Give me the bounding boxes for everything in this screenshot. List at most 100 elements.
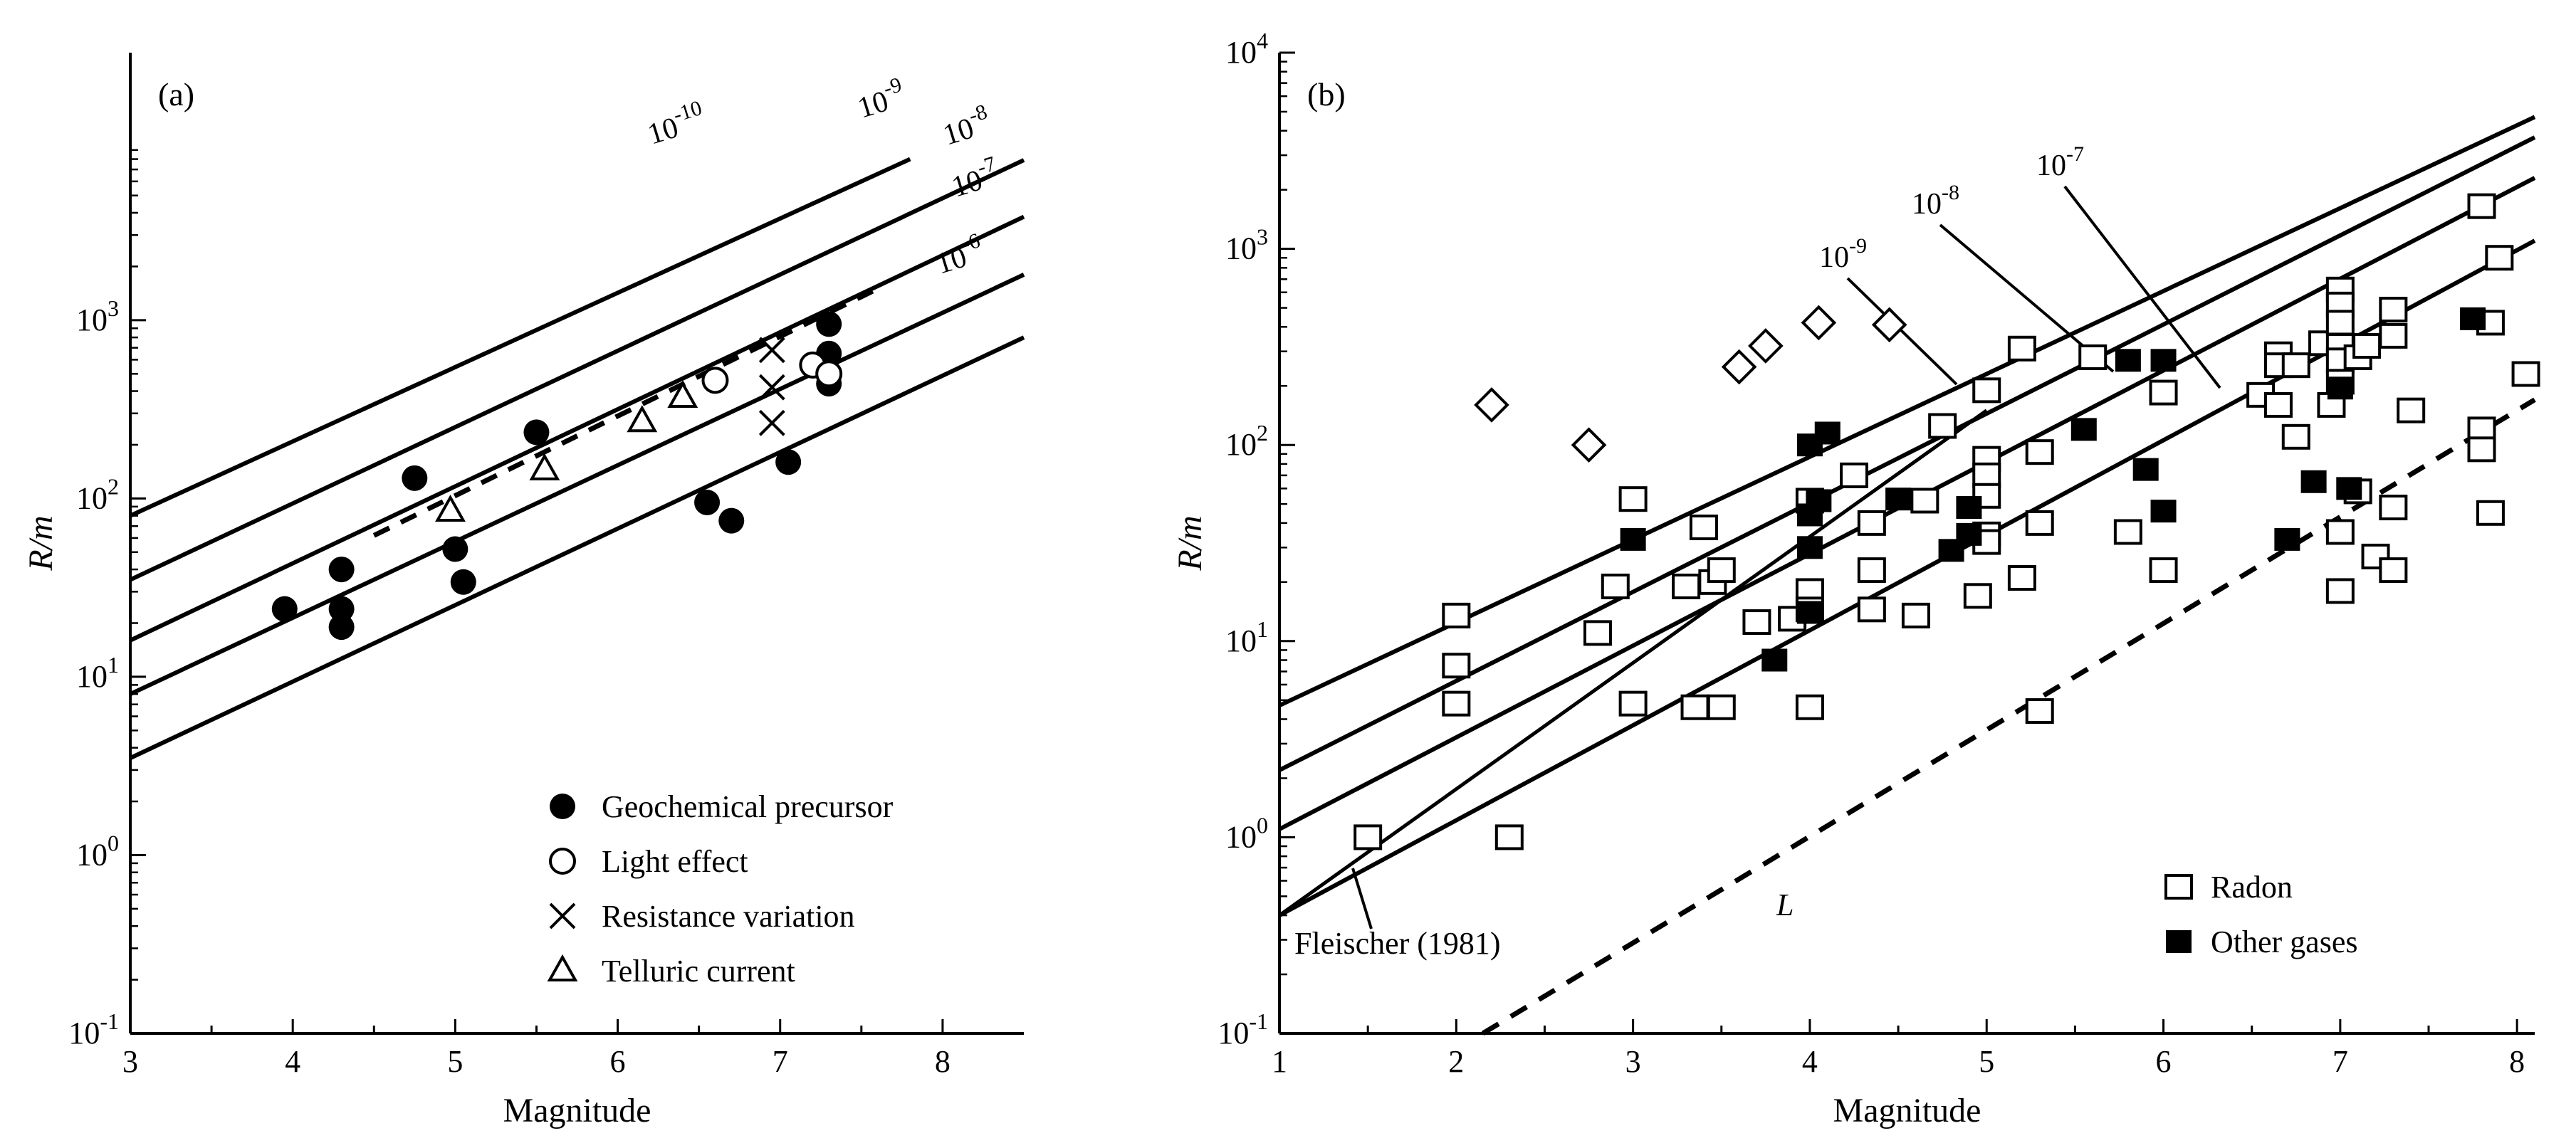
y-axis-label: R/m xyxy=(1171,515,1209,571)
data-point-radon xyxy=(2281,352,2310,379)
legend-marker xyxy=(550,794,575,819)
data-point-geochemical-precursor xyxy=(450,569,476,595)
iso-line-label: 10-9 xyxy=(1819,234,1867,274)
y-tick-label: 101 xyxy=(1225,616,1268,658)
data-point-geochemical-precursor xyxy=(328,596,355,622)
legend-label: Light effect xyxy=(602,844,748,879)
data-point-other-gases xyxy=(2150,500,2177,523)
data-point-diamond xyxy=(1474,387,1509,423)
data-point-radon xyxy=(2149,557,2178,584)
iso-line xyxy=(129,273,1025,696)
x-tick-label: 5 xyxy=(1979,1044,1994,1079)
y-axis-label: R/m xyxy=(22,515,60,571)
data-point-diamond xyxy=(1801,305,1837,341)
data-point-radon xyxy=(1680,694,1710,720)
data-point-radon xyxy=(2352,332,2382,359)
data-point-radon xyxy=(2078,344,2108,370)
y-tick-label: 100 xyxy=(76,830,119,872)
panel-label: (a) xyxy=(158,76,194,112)
data-point-radon xyxy=(1707,694,1736,720)
iso-line xyxy=(1278,135,2536,772)
data-point-radon xyxy=(2149,379,2178,406)
data-point-telluric-current xyxy=(667,380,698,409)
data-point-other-gases xyxy=(1761,648,1788,672)
y-tick-label: 100 xyxy=(1225,812,1268,854)
data-point-other-gases xyxy=(1620,527,1646,551)
x-tick-label: 5 xyxy=(447,1044,463,1079)
data-point-radon xyxy=(2397,397,2426,423)
data-point-radon xyxy=(1494,824,1524,850)
x-tick-label: 4 xyxy=(1802,1044,1818,1079)
legend-marker xyxy=(2166,930,2192,953)
data-point-radon xyxy=(2467,193,2496,219)
data-point-geochemical-precursor xyxy=(271,596,298,622)
data-point-radon xyxy=(1742,609,1771,636)
legend-marker xyxy=(2164,874,2193,900)
y-tick-label: 102 xyxy=(76,473,119,515)
x-tick-label: 4 xyxy=(285,1044,300,1079)
data-point-other-gases xyxy=(1796,536,1823,559)
data-point-radon xyxy=(1672,573,1701,599)
x-tick-label: 8 xyxy=(2509,1044,2525,1079)
legend-label: Geochemical precursor xyxy=(602,789,894,824)
legend-marker xyxy=(549,848,576,875)
data-point-radon xyxy=(1928,413,1957,439)
data-point-radon xyxy=(2263,391,2293,418)
chart-panel-a: 3 4 5 6 7 8 10-1 100 101 102 103 Magnitude R/m (a) 10-… xyxy=(22,53,1025,1129)
data-point-resistance-variation xyxy=(758,337,785,364)
data-point-other-gases xyxy=(2150,349,2177,372)
y-tick-label: 101 xyxy=(76,652,119,694)
x-tick-label: 2 xyxy=(1448,1044,1464,1079)
data-point-radon xyxy=(2025,510,2054,536)
data-point-radon xyxy=(2007,564,2036,591)
chart-panel-b: 1 2 3 4 5 6 7 8 10-1 100 101 102 103 104 Magnitude R/m (… xyxy=(1171,28,2540,1129)
iso-line xyxy=(129,335,1025,760)
data-point-radon xyxy=(2511,361,2540,387)
data-point-radon xyxy=(2281,423,2310,450)
data-point-other-gases xyxy=(2327,376,2353,400)
trend-line xyxy=(372,286,879,538)
iso-line xyxy=(1278,115,2536,707)
reference-curve xyxy=(1278,409,1988,917)
x-tick-label: 6 xyxy=(2156,1044,2172,1079)
legend-label: Resistance variation xyxy=(602,899,855,934)
data-point-radon xyxy=(2113,519,2142,545)
data-point-other-gases xyxy=(2460,307,2486,330)
data-point-geochemical-precursor xyxy=(775,449,802,475)
x-tick-label: 1 xyxy=(1272,1044,1287,1079)
y-tick-label: 10-1 xyxy=(68,1008,119,1050)
data-point-radon xyxy=(1972,483,2001,509)
data-point-other-gases xyxy=(1956,522,1982,546)
x-tick-label: 8 xyxy=(935,1044,951,1079)
data-point-radon xyxy=(2325,310,2355,336)
data-point-other-gases xyxy=(1796,601,1823,624)
y-tick-label: 10-1 xyxy=(1218,1008,1268,1050)
iso-line xyxy=(129,214,1025,643)
x-axis-label: Magnitude xyxy=(503,1092,651,1129)
data-point-diamond xyxy=(1871,307,1907,343)
data-point-resistance-variation xyxy=(758,374,785,401)
data-point-radon xyxy=(1857,596,1886,623)
data-point-radon xyxy=(2379,495,2408,521)
x-tick-label: 7 xyxy=(2332,1044,2348,1079)
data-point-radon xyxy=(1442,653,1471,679)
data-point-radon xyxy=(1583,620,1612,646)
iso-line-label: 10-8 xyxy=(1912,181,1959,221)
data-point-radon xyxy=(1618,690,1648,717)
data-point-radon xyxy=(1840,462,1869,488)
iso-line-leader xyxy=(1846,277,1958,386)
data-point-radon xyxy=(1689,515,1718,541)
iso-line-label: 10-10 xyxy=(642,96,710,152)
reference-curve xyxy=(1481,397,2536,1036)
x-tick-label: 6 xyxy=(610,1044,626,1079)
data-point-radon xyxy=(1618,486,1648,512)
data-point-resistance-variation xyxy=(758,409,785,436)
data-point-radon xyxy=(2325,519,2355,545)
reference-curve-leader xyxy=(1351,868,1373,929)
legend-label: Telluric current xyxy=(602,954,795,989)
data-point-telluric-current xyxy=(435,494,466,522)
data-point-radon xyxy=(1442,690,1471,717)
data-point-radon xyxy=(2485,245,2514,271)
data-point-light-effect xyxy=(815,360,843,388)
